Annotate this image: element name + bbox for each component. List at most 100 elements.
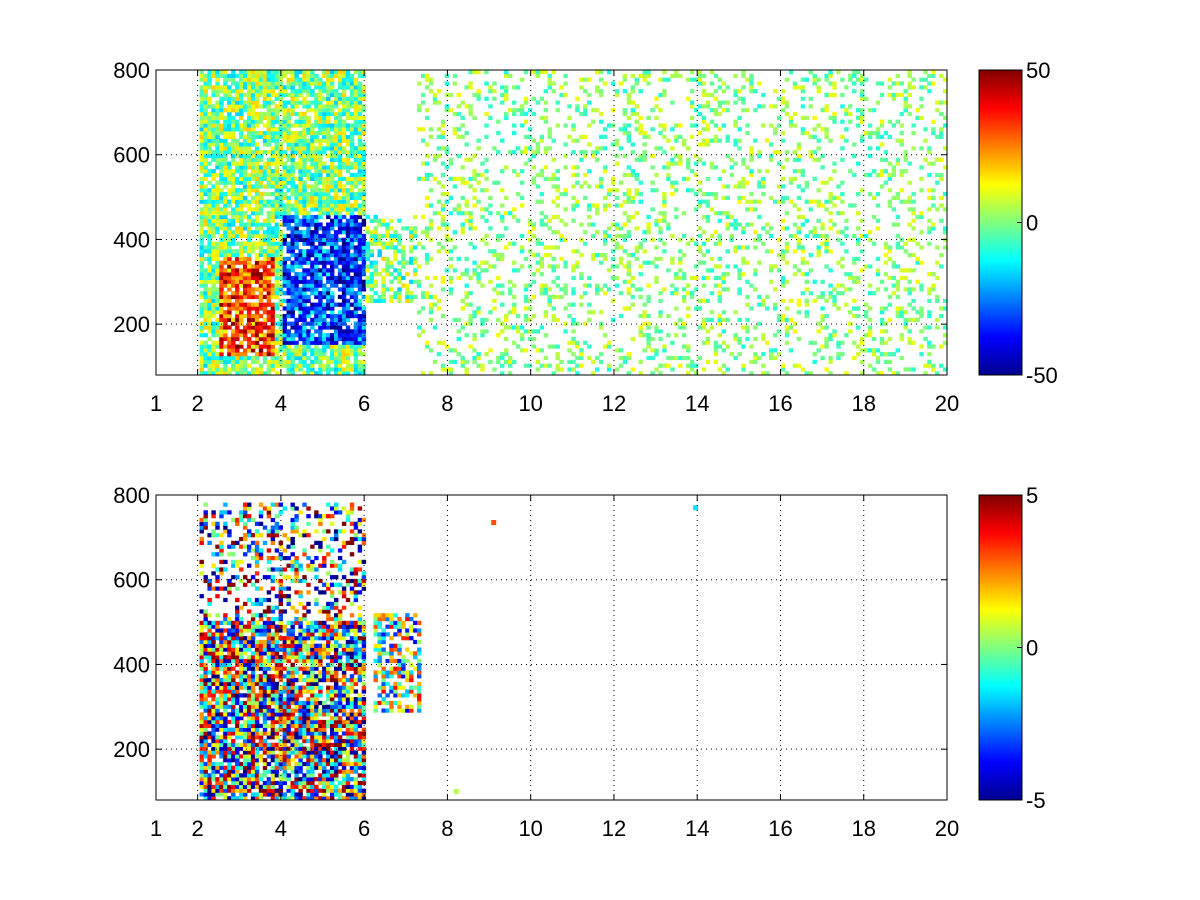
heatmap-cell — [211, 218, 216, 223]
heatmap-cell — [282, 138, 287, 143]
heatmap-cell — [203, 134, 208, 139]
heatmap-cell — [357, 157, 363, 162]
heatmap-cell — [235, 203, 240, 208]
heatmap-cell — [595, 355, 600, 361]
heatmap-cell — [270, 294, 276, 300]
heatmap-cell — [697, 104, 703, 109]
heatmap-cell — [274, 111, 280, 117]
heatmap-cell — [464, 203, 469, 208]
heatmap-cell — [250, 314, 256, 319]
heatmap-cell — [741, 184, 746, 189]
heatmap-cell — [294, 317, 299, 322]
heatmap-cell — [211, 294, 216, 300]
heatmap-cell — [270, 302, 276, 307]
heatmap-cell — [235, 81, 240, 86]
heatmap-cell — [274, 199, 280, 204]
heatmap-cell — [571, 329, 576, 334]
heatmap-cell — [337, 169, 343, 174]
heatmap-cell — [373, 226, 378, 231]
heatmap-cell — [302, 89, 307, 94]
heatmap-cell — [286, 111, 291, 117]
heatmap-cell — [215, 333, 220, 338]
heatmap-cell — [254, 150, 260, 155]
heatmap-cell — [527, 264, 533, 269]
heatmap-cell — [622, 73, 628, 78]
heatmap-cell — [266, 165, 272, 170]
heatmap-cell — [424, 172, 430, 178]
heatmap-cell — [266, 104, 272, 109]
heatmap-cell — [595, 85, 600, 90]
heatmap-cell — [460, 359, 465, 364]
heatmap-cell — [290, 192, 295, 197]
heatmap-cell — [484, 111, 489, 117]
heatmap-cell — [286, 92, 291, 98]
heatmap-cell — [670, 100, 675, 105]
heatmap-cell — [824, 314, 829, 319]
heatmap-cell — [393, 237, 398, 242]
heatmap-cell — [484, 96, 489, 101]
heatmap-cell — [610, 180, 616, 185]
heatmap-cell — [310, 367, 315, 372]
heatmap-cell — [765, 340, 770, 345]
heatmap-cell — [555, 275, 560, 281]
heatmap-cell — [211, 176, 216, 181]
heatmap-cell — [266, 127, 272, 132]
heatmap-cell — [262, 81, 268, 86]
heatmap-cell — [840, 199, 845, 204]
heatmap-cell — [334, 73, 339, 78]
heatmap-cell — [432, 176, 438, 181]
heatmap-cell — [539, 272, 544, 277]
heatmap-cell — [270, 111, 276, 117]
heatmap-cell — [258, 192, 264, 197]
heatmap-cell — [638, 333, 643, 338]
heatmap-cell — [733, 92, 738, 98]
heatmap-cell — [294, 298, 299, 303]
heatmap-cell — [488, 195, 493, 200]
heatmap-cell — [235, 348, 240, 353]
heatmap-cell — [523, 146, 529, 151]
heatmap-cell — [203, 161, 208, 166]
heatmap-cell — [278, 119, 283, 124]
heatmap-cell — [243, 355, 248, 361]
heatmap-cell — [828, 336, 833, 342]
heatmap-cell — [436, 180, 442, 185]
heatmap-cell — [476, 138, 481, 143]
heatmap-cell — [310, 249, 315, 254]
heatmap-cell — [844, 111, 849, 117]
heatmap-cell — [258, 275, 264, 281]
heatmap-cell — [650, 108, 655, 113]
heatmap-cell — [235, 275, 240, 281]
heatmap-cell — [266, 199, 272, 204]
heatmap-cell — [345, 325, 351, 330]
heatmap-cell — [337, 363, 343, 368]
heatmap-cell — [504, 336, 509, 342]
heatmap-cell — [337, 131, 343, 136]
heatmap-cell — [266, 131, 272, 136]
heatmap-cell — [235, 325, 240, 330]
heatmap-cell — [262, 302, 268, 307]
heatmap-cell — [254, 218, 260, 223]
heatmap-cell — [452, 81, 457, 86]
heatmap-cell — [733, 245, 738, 250]
heatmap-cell — [531, 165, 537, 170]
heatmap-cell — [294, 306, 299, 311]
heatmap-cell — [235, 287, 240, 292]
heatmap-cell — [250, 272, 256, 277]
heatmap-cell — [231, 192, 236, 197]
heatmap-cell — [219, 359, 224, 364]
heatmap-cell — [519, 108, 525, 113]
heatmap-cell — [199, 146, 204, 151]
heatmap-cell — [211, 131, 216, 136]
heatmap-cell — [314, 249, 319, 254]
heatmap-cell — [235, 329, 240, 334]
heatmap-cell — [318, 340, 323, 345]
heatmap-cell — [472, 348, 477, 353]
heatmap-cell — [199, 161, 204, 166]
heatmap-cell — [717, 321, 722, 326]
heatmap-cell — [286, 172, 291, 178]
heatmap-cell — [575, 355, 580, 361]
heatmap-cell — [227, 169, 232, 174]
heatmap-cell — [626, 371, 631, 376]
heatmap-cell — [243, 81, 248, 86]
heatmap-cell — [258, 241, 264, 246]
